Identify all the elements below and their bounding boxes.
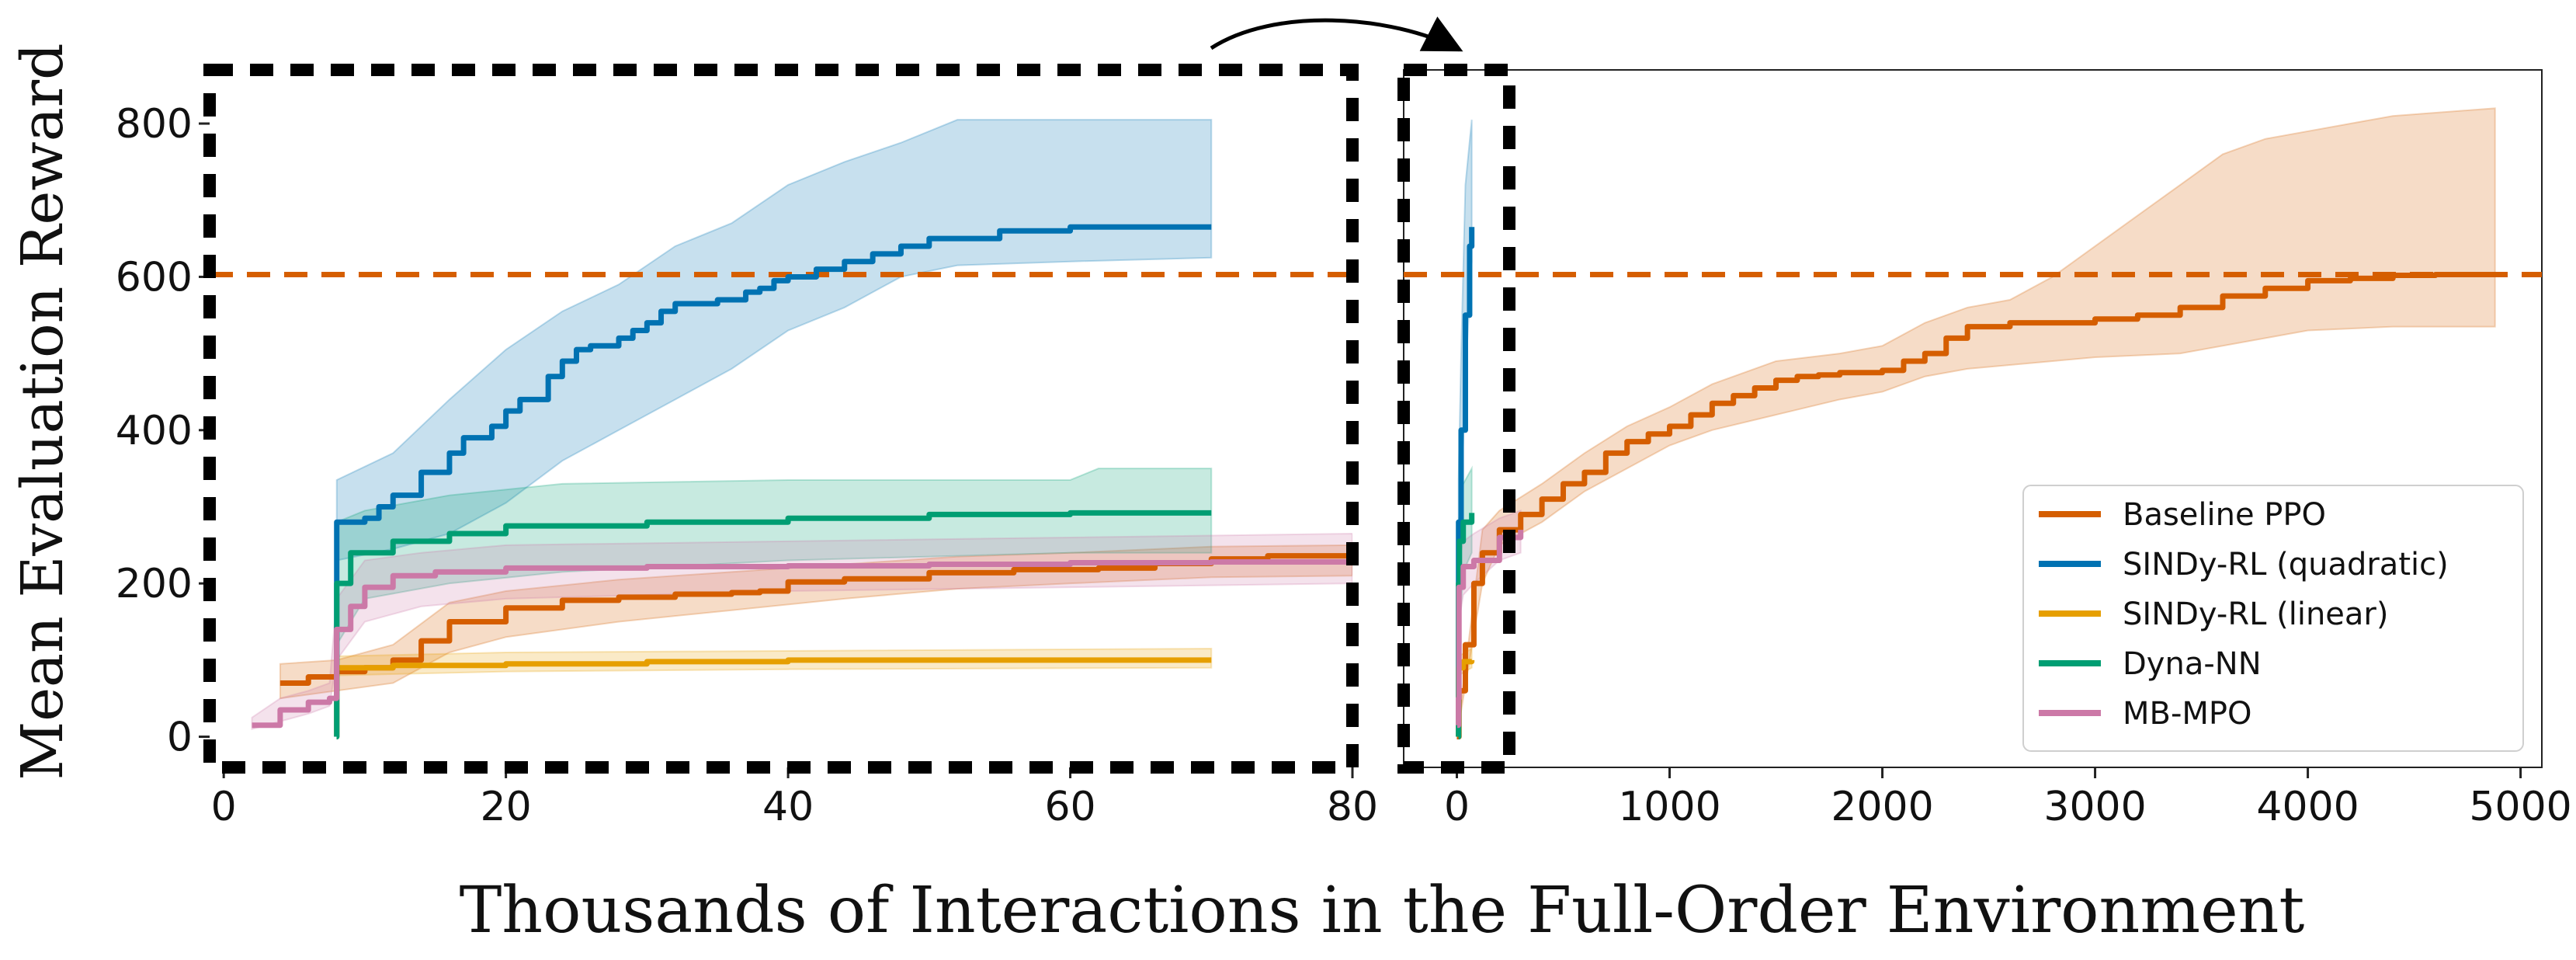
- line-dyna-nn: [334, 510, 1212, 740]
- x-tick-label: 3000: [2043, 784, 2146, 830]
- y-tick-label: 600: [116, 254, 193, 301]
- zoom-box-left: [203, 64, 1359, 774]
- x-tick-label: 40: [762, 784, 814, 830]
- x-tick-label: 60: [1044, 784, 1095, 830]
- legend-frame: [2022, 485, 2524, 752]
- line-sindy-rl-quadratic: [334, 224, 1212, 740]
- y-axis-title: Mean Evaluation Reward: [9, 43, 76, 780]
- x-tick-label: 0: [211, 784, 237, 830]
- y-tick-label: 200: [116, 561, 193, 607]
- band-baseline-ppo: [1456, 107, 2496, 737]
- x-tick-label: 20: [481, 784, 532, 830]
- line-mb-mpo: [1456, 530, 1524, 729]
- zoom-arrow: [1210, 16, 1463, 52]
- x-tick-label: 2000: [1831, 784, 1933, 830]
- line-sindy-rl-quadratic: [1456, 227, 1475, 737]
- legend-label-sindy-rl-linear: SINDy-RL (linear): [2123, 597, 2388, 632]
- y-tick-label: 0: [167, 715, 193, 761]
- x-axis-title: Thousands of Interactions in the Full-Or…: [460, 874, 2305, 948]
- line-baseline-ppo: [1456, 271, 2495, 740]
- band-sindy-rl-quadratic: [335, 119, 1213, 737]
- zoom-box-right: [1397, 64, 1515, 774]
- x-tick-label: 4000: [2256, 784, 2359, 830]
- legend: Baseline PPO SINDy-RL (quadratic) SINDy-RL…: [2022, 485, 2524, 752]
- legend-label-sindy-rl-quadratic: SINDy-RL (quadratic): [2123, 547, 2449, 583]
- legend-label-baseline-ppo: Baseline PPO: [2123, 497, 2326, 533]
- legend-label-dyna-nn: Dyna-NN: [2123, 646, 2262, 682]
- x-tick-label: 80: [1327, 784, 1378, 830]
- band-dyna-nn: [335, 468, 1213, 737]
- line-dyna-nn: [1456, 513, 1475, 737]
- y-tick-label: 800: [116, 101, 193, 148]
- line-sindy-rl-linear: [334, 657, 1212, 740]
- x-tick-label: 1000: [1618, 784, 1720, 830]
- legend-label-mb-mpo: MB-MPO: [2123, 696, 2252, 732]
- x-tick-label: 5000: [2469, 784, 2571, 830]
- x-tick-label: 0: [1444, 784, 1470, 830]
- y-tick-label: 400: [116, 408, 193, 454]
- line-mb-mpo: [252, 559, 1352, 729]
